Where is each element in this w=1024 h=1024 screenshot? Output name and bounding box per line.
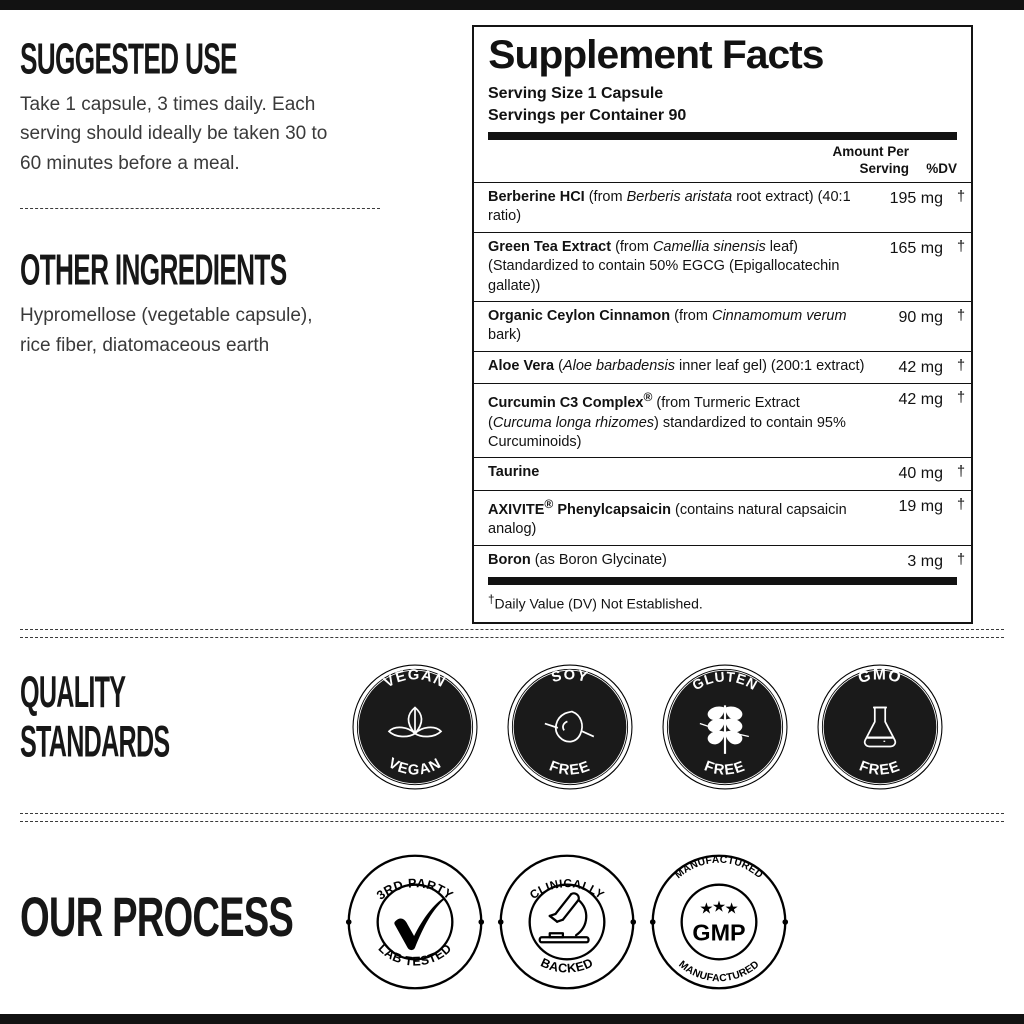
svg-text:MANUFACTURED: MANUFACTURED <box>673 855 765 881</box>
svg-text:SOY: SOY <box>550 667 590 686</box>
svg-text:GMP: GMP <box>692 920 745 946</box>
